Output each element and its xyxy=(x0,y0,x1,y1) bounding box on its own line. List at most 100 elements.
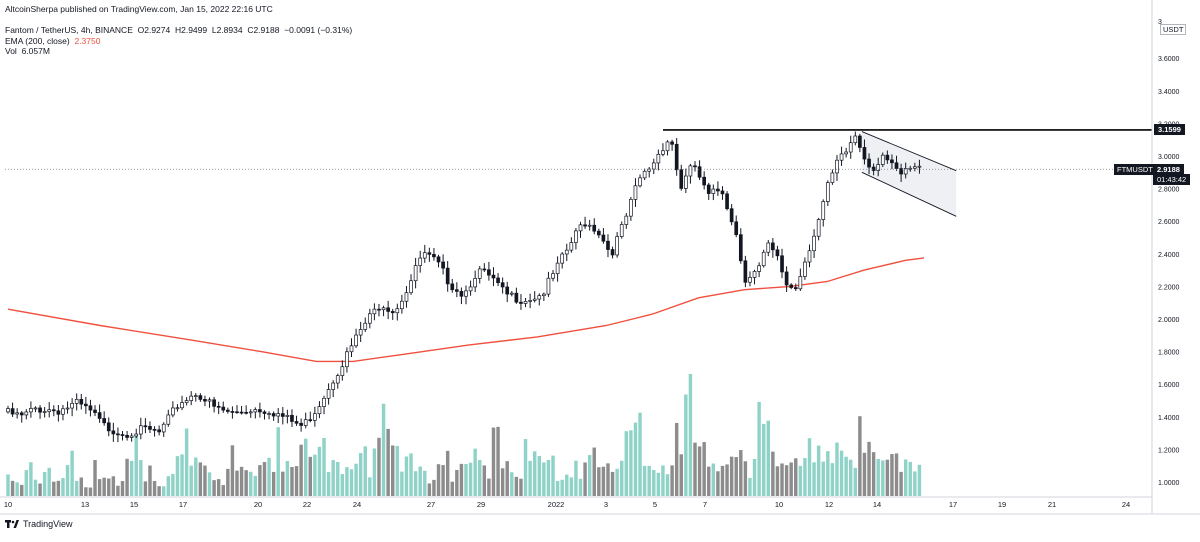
candle-body xyxy=(546,277,551,295)
volume-bar xyxy=(47,467,51,496)
candle-body xyxy=(574,230,578,243)
candle-body xyxy=(468,286,473,292)
candle-body xyxy=(400,300,404,310)
volume-bar xyxy=(597,467,601,496)
last-price-badge: 2.9188 xyxy=(1153,164,1184,175)
volume-bar xyxy=(6,474,10,496)
candle-body xyxy=(876,164,881,171)
candle-body xyxy=(203,399,207,402)
candle-body xyxy=(367,313,372,324)
x-tick-label: 2022 xyxy=(548,500,565,509)
volume-bar xyxy=(207,472,212,496)
volume-bar xyxy=(862,452,867,496)
volume-bar xyxy=(262,462,267,496)
candle-body xyxy=(638,177,642,187)
descending-channel xyxy=(861,131,957,217)
volume-bar xyxy=(175,456,180,496)
candle-body xyxy=(161,423,166,433)
volume-bar xyxy=(537,455,541,496)
candle-body xyxy=(42,411,47,413)
volume-bar xyxy=(276,427,280,496)
y-tick-label: 3.0000 xyxy=(1158,154,1180,161)
volume-bar xyxy=(464,464,468,496)
candle-body xyxy=(248,411,253,414)
volume-bar xyxy=(569,477,574,496)
ema-legend[interactable]: EMA (200, close) 2.3750 xyxy=(5,36,100,46)
volume-bar xyxy=(349,469,354,496)
volume-bar xyxy=(184,428,189,496)
ohlc-l: 2.8934 xyxy=(216,25,243,35)
volume-bar xyxy=(395,445,400,496)
volume-bar xyxy=(551,455,555,496)
volume-bar xyxy=(432,479,436,496)
candle-body xyxy=(79,399,84,405)
volume-bar xyxy=(693,442,697,496)
volume-bar xyxy=(789,462,793,496)
volume-bar xyxy=(473,448,477,496)
candle-body xyxy=(184,400,189,403)
candle-body xyxy=(464,290,468,297)
volume-bar xyxy=(652,469,656,496)
volume-bar xyxy=(844,456,848,496)
candle-body xyxy=(244,411,248,414)
volume-bar xyxy=(684,394,688,496)
volume-bar xyxy=(876,459,880,496)
volume-bar xyxy=(587,455,592,496)
symbol-tag-badge: FTMUSDT xyxy=(1114,164,1156,175)
candle-body xyxy=(688,165,693,177)
x-tick-label: 20 xyxy=(254,500,262,509)
candle-body xyxy=(880,154,885,165)
candle-body xyxy=(93,409,97,413)
volume-bar xyxy=(418,466,422,496)
candle-body xyxy=(198,395,203,400)
volume-bar xyxy=(606,463,610,496)
tradingview-brand-text: TradingView xyxy=(23,519,73,529)
volume-bar xyxy=(890,454,894,496)
volume-bar xyxy=(455,469,459,496)
candle-body xyxy=(294,421,299,424)
candle-body xyxy=(262,411,267,414)
tradingview-brand[interactable]: TradingView xyxy=(5,519,73,529)
candle-body xyxy=(47,409,52,412)
x-tick-label: 22 xyxy=(303,500,311,509)
candle-body xyxy=(679,169,684,189)
candle-body xyxy=(473,278,477,288)
volume-bar xyxy=(523,439,528,496)
volume-bar xyxy=(102,477,106,496)
volume-bar xyxy=(555,481,560,496)
candle-body xyxy=(858,135,862,148)
volume-bar xyxy=(620,460,624,496)
volume-bar xyxy=(253,475,258,496)
ohlc-change: −0.0091 (−0.31%) xyxy=(284,25,353,35)
candle-body xyxy=(848,142,853,153)
candle-body xyxy=(619,224,624,237)
candle-body xyxy=(500,282,505,288)
volume-bar xyxy=(665,474,670,496)
candle-body xyxy=(615,236,619,256)
candle-body xyxy=(505,286,510,295)
volume-legend[interactable]: Vol 6.057M xyxy=(5,46,50,56)
candle-body xyxy=(592,224,597,232)
candle-body xyxy=(97,412,102,419)
volume-bar xyxy=(79,477,83,496)
volume-bar xyxy=(821,461,825,496)
candle-body xyxy=(633,185,638,200)
candle-body xyxy=(15,412,19,415)
volume-bar xyxy=(294,466,299,496)
volume-bar xyxy=(574,460,578,496)
candle-body xyxy=(761,251,766,267)
volume-bar xyxy=(180,454,184,496)
candle-body xyxy=(280,413,285,417)
volume-bar xyxy=(642,465,647,496)
candle-body xyxy=(134,433,139,437)
volume-bar xyxy=(148,465,152,496)
candle-body xyxy=(651,162,656,170)
volume-bar xyxy=(798,465,803,496)
volume-bar xyxy=(496,426,500,496)
currency-button[interactable]: USDT xyxy=(1160,24,1187,35)
volume-bar xyxy=(816,445,821,496)
volume-bar xyxy=(771,451,775,496)
volume-bar xyxy=(313,454,317,496)
candle-body xyxy=(830,172,835,183)
